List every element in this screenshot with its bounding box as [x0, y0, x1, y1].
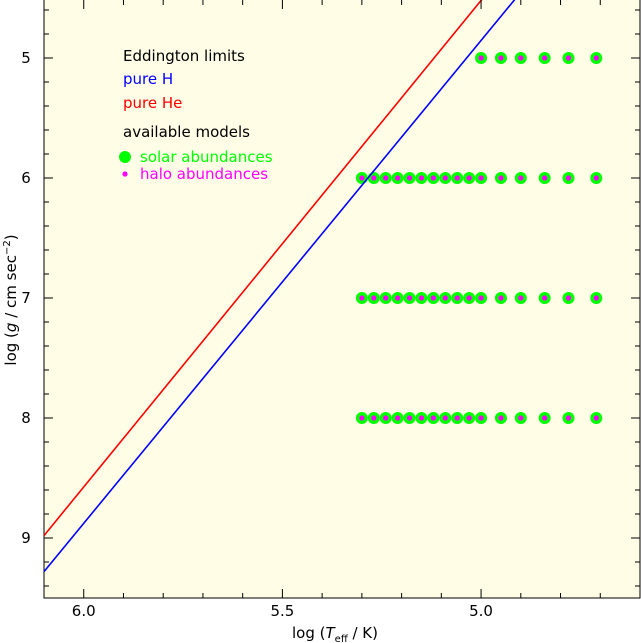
halo-model-point: [430, 175, 436, 181]
halo-model-point: [593, 295, 599, 301]
y-label-prefix: log (: [2, 332, 20, 366]
x-label-prefix: log (: [292, 624, 326, 642]
legend-solar: solar abundances: [140, 148, 273, 166]
legend-halo-marker: [122, 171, 128, 177]
x-label-var: T: [326, 624, 337, 642]
halo-model-point: [498, 175, 504, 181]
halo-model-point: [395, 175, 401, 181]
x-tick-label: 5.0: [469, 602, 493, 620]
halo-model-point: [430, 295, 436, 301]
halo-model-point: [442, 415, 448, 421]
halo-model-point: [383, 295, 389, 301]
halo-model-point: [518, 295, 524, 301]
x-label-suffix: / K): [348, 624, 378, 642]
legend-halo: halo abundances: [140, 165, 268, 183]
halo-model-point: [383, 175, 389, 181]
halo-model-point: [498, 295, 504, 301]
halo-model-point: [442, 295, 448, 301]
halo-model-point: [565, 295, 572, 301]
halo-model-point: [498, 415, 504, 421]
legend-pure-h: pure H: [123, 70, 173, 88]
halo-model-point: [395, 295, 401, 301]
x-tick-label: 6.0: [72, 602, 96, 620]
halo-model-point: [518, 55, 524, 61]
halo-model-point: [593, 415, 599, 421]
y-tick-label: 6: [21, 169, 31, 187]
halo-model-point: [454, 415, 460, 421]
halo-model-point: [565, 55, 572, 61]
legend-models-heading: available models: [123, 123, 250, 141]
halo-model-point: [593, 55, 599, 61]
halo-model-point: [442, 175, 448, 181]
halo-model-point: [371, 415, 377, 421]
halo-model-point: [542, 415, 548, 421]
halo-model-point: [371, 175, 377, 181]
halo-model-point: [418, 415, 425, 421]
model-grid-layer: [355, 52, 603, 424]
eddington-lines-layer: [44, 0, 516, 573]
axis-ticks-layer: 6.0 5.5 5.0 5 6 7 8 9: [21, 0, 641, 620]
halo-model-point: [359, 295, 365, 301]
eddington-line-pure-he: [44, 0, 483, 537]
plot-area: [43, 0, 641, 599]
halo-model-point: [430, 415, 436, 421]
halo-model-point: [478, 415, 484, 421]
halo-model-point: [518, 415, 524, 421]
y-label-suffix: ): [2, 234, 20, 240]
x-tick-label: 5.5: [270, 602, 294, 620]
y-tick-label: 5: [21, 49, 31, 67]
y-label-var: g: [2, 323, 20, 333]
x-axis-label: log (Teff / K): [292, 624, 378, 643]
halo-model-point: [359, 175, 365, 181]
legend-solar-marker: [119, 151, 131, 163]
halo-model-point: [542, 55, 548, 61]
halo-model-point: [466, 295, 472, 301]
halo-model-point: [383, 415, 389, 421]
y-tick-label: 8: [21, 409, 31, 427]
halo-model-point: [359, 415, 365, 421]
halo-model-point: [542, 295, 548, 301]
halo-model-point: [565, 175, 572, 181]
y-tick-label: 9: [21, 529, 31, 547]
halo-model-point: [466, 415, 472, 421]
halo-model-point: [406, 175, 413, 181]
y-axis-label: log (g / cm sec−2): [2, 234, 20, 365]
halo-model-point: [454, 295, 460, 301]
legend-pure-he: pure He: [123, 94, 182, 112]
halo-model-point: [478, 295, 484, 301]
halo-model-point: [466, 175, 472, 181]
y-label-sup: −2: [2, 240, 13, 255]
legend-heading: Eddington limits: [123, 47, 245, 65]
halo-model-point: [454, 175, 460, 181]
x-label-sub: eff: [335, 634, 349, 643]
halo-model-point: [395, 415, 401, 421]
halo-model-point: [418, 175, 425, 181]
y-label-middle: / cm sec: [2, 255, 20, 323]
halo-model-point: [478, 55, 484, 61]
eddington-line-pure-h: [44, 0, 516, 573]
halo-model-point: [593, 175, 599, 181]
halo-model-point: [406, 415, 413, 421]
halo-model-point: [518, 175, 524, 181]
halo-model-point: [406, 295, 413, 301]
halo-model-point: [371, 295, 377, 301]
halo-model-point: [565, 415, 572, 421]
halo-model-point: [542, 175, 548, 181]
halo-model-point: [498, 55, 504, 61]
y-tick-label: 7: [21, 289, 31, 307]
halo-model-point: [418, 295, 425, 301]
halo-model-point: [478, 175, 484, 181]
